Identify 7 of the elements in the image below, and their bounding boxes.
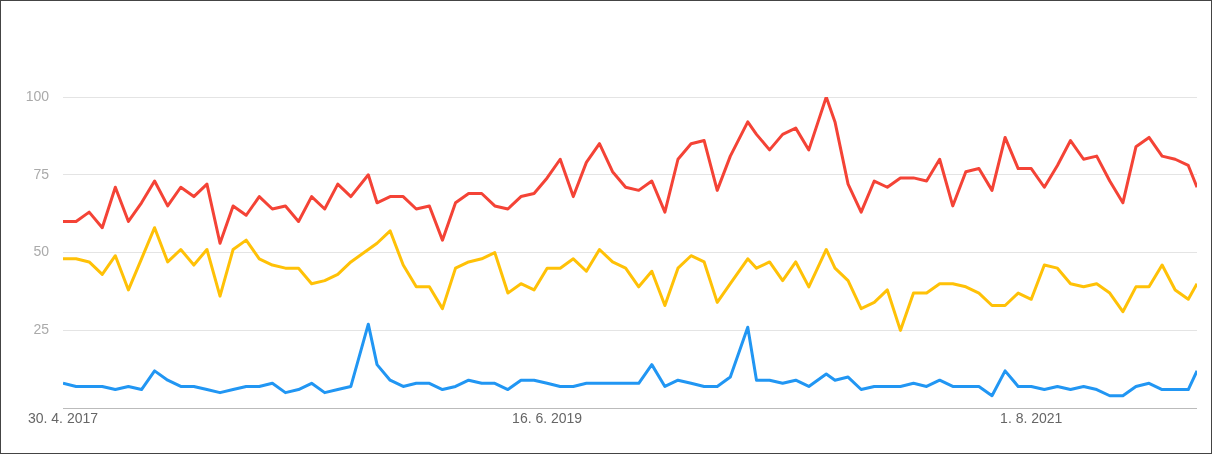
x-tick-label: 30. 4. 2017 xyxy=(27,410,99,427)
x-tick-label: 16. 6. 2019 xyxy=(512,410,583,427)
y-tick-label: 75 xyxy=(33,165,50,182)
y-tick-label: 50 xyxy=(33,243,50,260)
y-tick-label: 25 xyxy=(33,321,50,338)
y-tick-label: 100 xyxy=(25,87,50,104)
x-tick-label: 1. 8. 2021 xyxy=(1000,410,1063,427)
